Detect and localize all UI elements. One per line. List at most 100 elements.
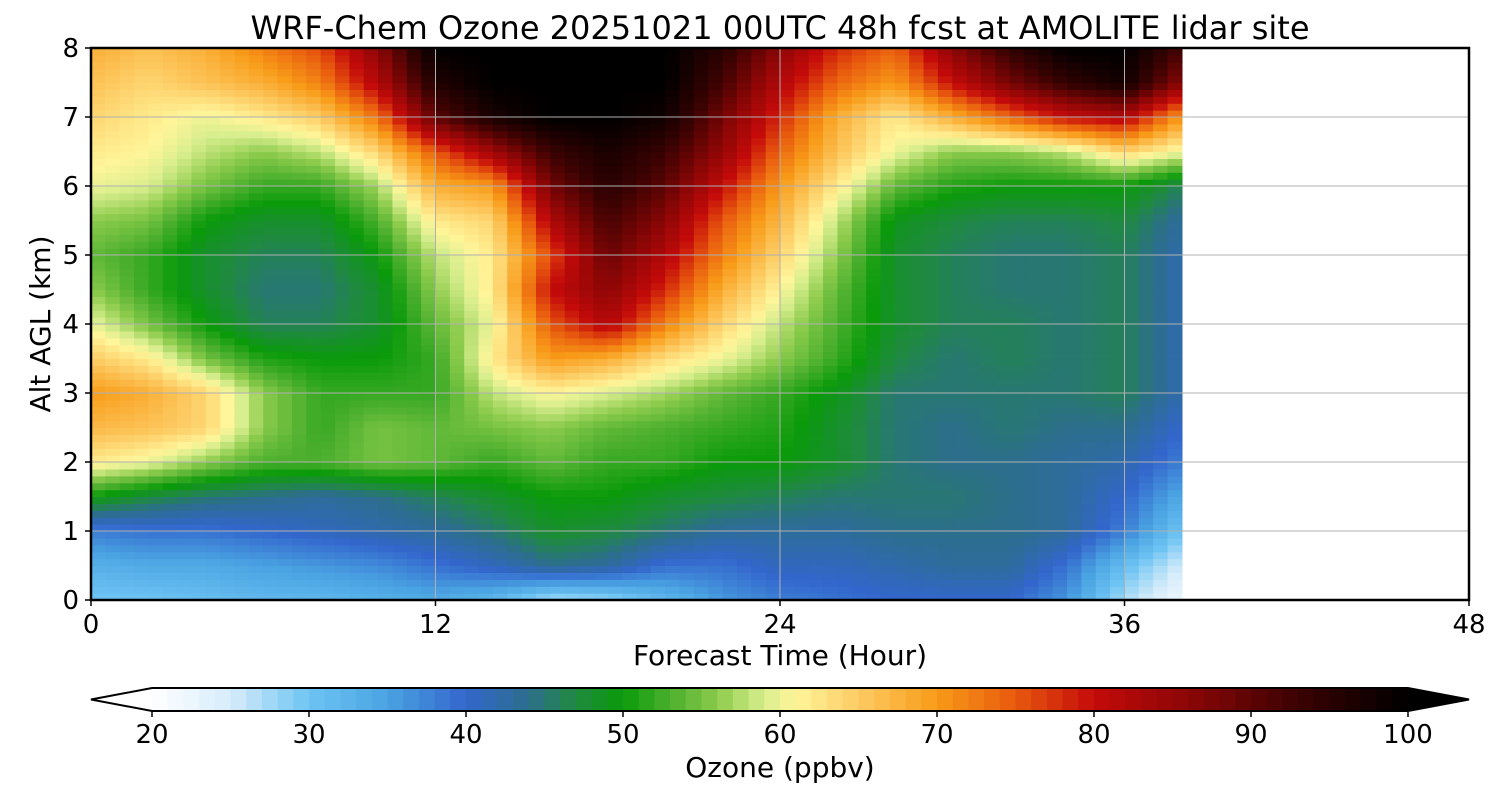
heat-cell: [765, 61, 781, 70]
heat-cell: [349, 558, 365, 567]
heat-cell: [980, 420, 996, 429]
heat-cell: [751, 544, 767, 553]
heat-cell: [507, 234, 523, 242]
heat-cell: [220, 344, 236, 353]
heat-cell: [665, 330, 681, 339]
heat-cell: [650, 303, 666, 311]
heat-cell: [851, 172, 867, 180]
heat-cell: [449, 572, 465, 580]
heat-cell: [521, 89, 537, 97]
heat-cell: [349, 455, 365, 463]
heat-cell: [119, 427, 135, 435]
heat-cell: [780, 475, 795, 484]
heat-cell: [937, 358, 953, 366]
heat-cell: [277, 261, 293, 270]
heat-cell: [291, 503, 307, 511]
heat-cell: [263, 89, 279, 97]
heat-cell: [894, 565, 910, 573]
heat-cell: [636, 324, 652, 332]
heat-cell: [966, 537, 982, 546]
heat-cell: [866, 317, 882, 325]
heat-cell: [937, 137, 953, 146]
heat-cell: [492, 468, 508, 477]
heat-cell: [665, 531, 681, 539]
heat-cell: [693, 544, 709, 553]
heat-cell: [119, 96, 135, 104]
heat-cell: [392, 248, 408, 256]
heat-cell: [579, 558, 594, 567]
heat-cell: [579, 296, 594, 304]
heat-cell: [507, 186, 523, 194]
heat-cell: [478, 475, 494, 484]
heat-cell: [378, 324, 394, 332]
heat-cell: [220, 123, 236, 132]
heat-cell: [191, 186, 207, 194]
heat-cell: [550, 496, 566, 504]
heat-cell: [880, 151, 896, 159]
heat-cell: [607, 61, 623, 70]
heat-cell: [622, 455, 638, 463]
heat-cell: [406, 317, 422, 325]
heat-cell: [923, 579, 939, 587]
heat-cell: [937, 455, 953, 463]
heat-cell: [464, 103, 480, 111]
heat-cell: [837, 413, 853, 422]
heat-cell: [880, 330, 896, 339]
heat-cell: [349, 206, 365, 215]
heat-cell: [306, 379, 322, 387]
heat-cell: [866, 593, 882, 601]
heat-cell: [909, 275, 925, 284]
heat-cell: [722, 399, 738, 408]
heat-cell: [464, 54, 480, 63]
heat-cell: [464, 89, 480, 97]
heat-cell: [148, 241, 164, 249]
heat-cell: [234, 227, 250, 235]
heat-cell: [277, 324, 293, 332]
heat-cell: [349, 489, 365, 498]
heat-cell: [808, 496, 824, 504]
heat-cell: [535, 179, 551, 187]
heat-cell: [363, 213, 379, 222]
heat-cell: [378, 379, 394, 387]
heat-cell: [894, 137, 910, 146]
heat-cell: [679, 379, 695, 387]
heat-cell: [636, 544, 652, 553]
heat-cell: [607, 448, 623, 456]
heat-cell: [492, 386, 508, 394]
heat-cell: [248, 275, 264, 284]
heat-cell: [277, 330, 293, 339]
heat-cell: [751, 344, 767, 353]
heat-cell: [191, 324, 207, 332]
heat-cell: [579, 572, 594, 580]
heat-cell: [449, 413, 465, 422]
heat-cell: [622, 110, 638, 118]
heat-cell: [105, 510, 121, 518]
heat-cell: [736, 406, 752, 415]
heat-cell: [880, 289, 896, 297]
heat-cell: [464, 82, 480, 90]
heat-cell: [435, 227, 451, 235]
heat-cell: [277, 172, 293, 180]
heat-cell: [162, 586, 178, 594]
heat-cell: [320, 179, 336, 187]
heat-cell: [277, 268, 293, 277]
heat-cell: [205, 268, 221, 277]
heat-cell: [564, 317, 580, 325]
heat-cell: [579, 89, 594, 97]
heat-cell: [306, 199, 322, 208]
heat-cell: [837, 68, 853, 77]
heat-cell: [679, 61, 695, 70]
heat-cell: [966, 441, 982, 449]
heat-cell: [363, 172, 379, 180]
heat-cell: [952, 179, 968, 187]
heat-cell: [406, 593, 422, 601]
heat-cell: [478, 158, 494, 166]
heat-cell: [521, 586, 537, 594]
heat-cell: [593, 503, 609, 511]
heat-cell: [564, 227, 580, 235]
heat-cell: [722, 524, 738, 532]
heat-cell: [492, 248, 508, 256]
heat-cell: [808, 399, 824, 408]
heat-cell: [607, 151, 623, 159]
heat-cell: [679, 82, 695, 90]
